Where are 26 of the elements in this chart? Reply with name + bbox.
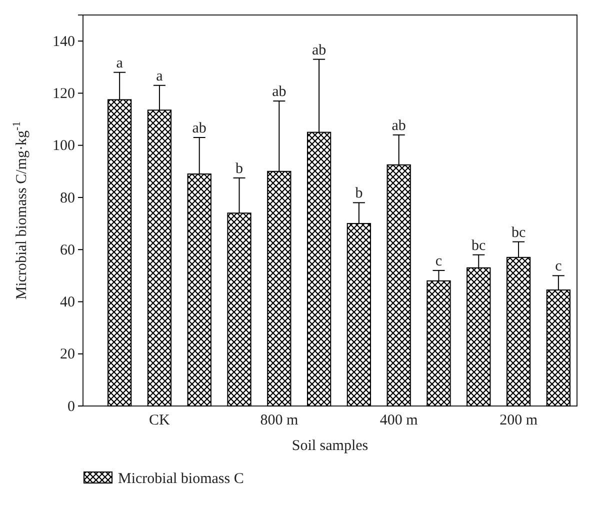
y-tick-label: 120 bbox=[52, 86, 75, 102]
y-tick-label: 100 bbox=[52, 138, 75, 154]
x-axis-title: Soil samples bbox=[292, 438, 368, 454]
annotation: c bbox=[555, 258, 562, 275]
annotation: bc bbox=[472, 238, 486, 254]
annotation: c bbox=[435, 253, 442, 270]
annotation: bc bbox=[511, 224, 526, 241]
y-tick-label: 0 bbox=[68, 398, 75, 415]
y-tick-label: 20 bbox=[60, 346, 75, 363]
x-tick-label: 400 m bbox=[380, 412, 418, 429]
annotation: ab bbox=[192, 120, 206, 137]
y-tick-label: 60 bbox=[60, 242, 75, 258]
x-tick-label: CK bbox=[149, 412, 170, 429]
annotation: a bbox=[156, 68, 164, 84]
annotation: ab bbox=[312, 42, 326, 58]
annotation: ab bbox=[392, 118, 406, 134]
x-tick-label: 200 m bbox=[500, 412, 538, 429]
annotation: a bbox=[116, 55, 124, 72]
annotation: b bbox=[236, 160, 244, 177]
x-tick-label: 800 m bbox=[260, 412, 298, 429]
annotation: ab bbox=[272, 84, 286, 100]
y-tick-label: 80 bbox=[60, 190, 75, 206]
y-tick-label: 40 bbox=[60, 294, 75, 311]
legend-label: Microbial biomass C bbox=[118, 471, 244, 487]
y-tick-label: 140 bbox=[52, 34, 75, 50]
annotation: b bbox=[355, 186, 363, 202]
